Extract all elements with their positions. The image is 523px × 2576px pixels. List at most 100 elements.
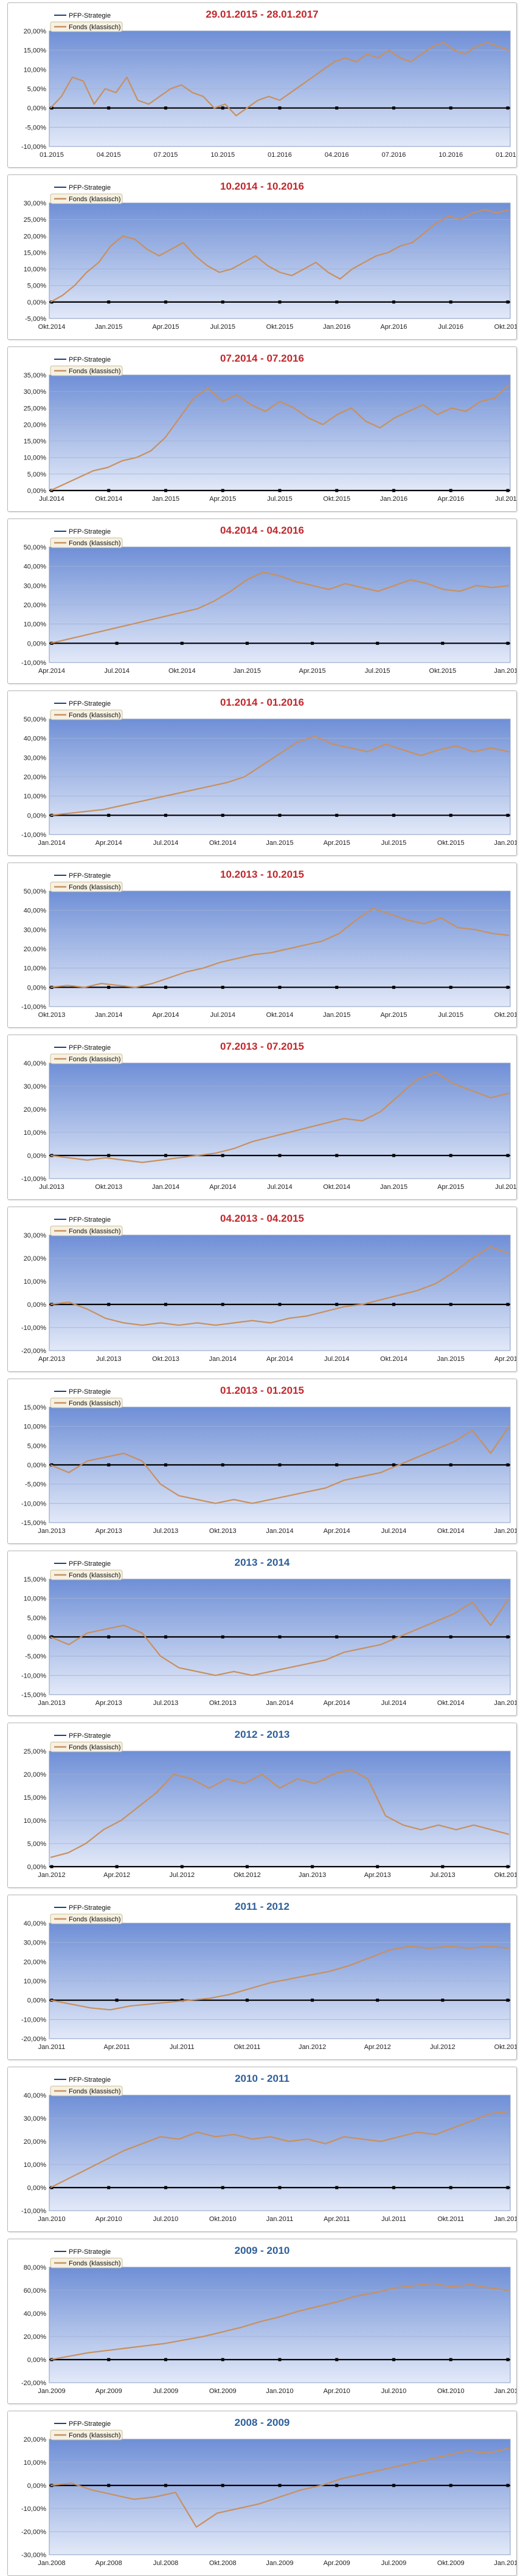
strategy-point [449, 106, 452, 110]
chart-panel: 10.2014 - 10.2016 30,00% 25,00% 20,00% 15,00… [7, 174, 517, 340]
y-tick-label: -30,00% [21, 2552, 46, 2559]
legend-fund-label: Fonds (klassisch) [69, 1916, 121, 1923]
x-tick-label: Jan.2012 [494, 2216, 516, 2223]
x-tick-label: Jan.2015 [437, 1355, 465, 1363]
legend-fund-label: Fonds (klassisch) [69, 1400, 121, 1407]
legend-fund-label: Fonds (klassisch) [69, 368, 121, 375]
y-tick-label: -20,00% [21, 1348, 46, 1355]
x-tick-label: Jul.2012 [430, 2044, 455, 2051]
y-tick-label: 10,00% [24, 2459, 47, 2467]
x-tick-label: Apr.2013 [364, 1872, 391, 1879]
legend-fund-label: Fonds (klassisch) [69, 24, 121, 31]
chart-panel: 04.2014 - 04.2016 50,00% 40,00% 30,00% 20,00… [7, 518, 517, 684]
x-tick-label: 04.2015 [97, 151, 121, 159]
y-tick-label: 0,00% [27, 640, 46, 647]
strategy-point [335, 813, 339, 817]
chart-panel: 01.2014 - 01.2016 50,00% 40,00% 30,00% 20,00… [7, 690, 517, 856]
legend-fund-label: Fonds (klassisch) [69, 2088, 121, 2095]
legend-fund-box [50, 2257, 123, 2268]
fund-line [50, 1945, 510, 2011]
x-tick-label: Jul.2009 [153, 2388, 179, 2395]
legend: PFP-Strategie Fonds (klassisch) [50, 528, 123, 548]
y-tick-label: 40,00% [24, 2092, 47, 2099]
x-tick-label: Jul.2013 [153, 1700, 179, 1707]
y-tick-label: 0,00% [27, 2185, 46, 2192]
strategy-point [164, 489, 167, 492]
x-tick-label: Jul.2014 [381, 1700, 407, 1707]
chart-title: 2011 - 2012 [235, 1901, 289, 1912]
chart-svg: 01.2013 - 01.2015 15,00% 10,00% 5,00% 0,00% -… [21, 1385, 516, 1535]
legend-fund-label: Fonds (klassisch) [69, 540, 121, 547]
y-tick-label: 40,00% [24, 1060, 47, 1067]
y-tick-label: -10,00% [21, 143, 46, 151]
x-tick-label: Okt.2014 [95, 495, 122, 503]
strategy-point [506, 300, 510, 304]
strategy-point [335, 489, 339, 492]
y-tick-label: 20,00% [24, 421, 47, 429]
chart-svg: 07.2014 - 07.2016 35,00% 30,00% 25,00% 20,00… [24, 353, 516, 503]
y-tick-label: -5,00% [25, 1481, 46, 1489]
strategy-point [107, 985, 111, 989]
strategy-point [506, 106, 510, 110]
x-tick-label: 04.2016 [325, 151, 349, 159]
strategy-point [164, 985, 167, 989]
x-tick-label: Apr.2012 [364, 2044, 391, 2051]
y-tick-label: 10,00% [24, 1596, 47, 1603]
strategy-point [115, 1865, 119, 1868]
y-tick-label: 30,00% [24, 1940, 47, 1947]
strategy-point [506, 985, 510, 989]
strategy-point [164, 2358, 167, 2361]
legend: PFP-Strategie Fonds (klassisch) [50, 2420, 123, 2440]
y-tick-label: 20,00% [24, 1255, 47, 1262]
fund-line [50, 735, 510, 816]
x-tick-label: Jul.2011 [170, 2044, 195, 2051]
strategy-point [221, 1463, 224, 1467]
chart-svg: 07.2013 - 07.2015 40,00% 30,00% 20,00% 10,00… [21, 1041, 516, 1191]
fund-line [50, 41, 510, 117]
y-tick-label: 20,00% [24, 1771, 47, 1779]
legend-fund-box [50, 2085, 123, 2096]
x-tick-label: 10.2015 [210, 151, 235, 159]
x-tick-label: Okt.2014 [437, 1700, 465, 1707]
strategy-point [107, 1635, 111, 1639]
chart-panel: 2012 - 2013 25,00% 20,00% 15,00% 10,00% 5,00%… [7, 1723, 517, 1888]
x-tick-label: Okt.2014 [209, 839, 237, 847]
strategy-point [441, 1999, 445, 2002]
strategy-point [392, 2484, 395, 2487]
legend: PFP-Strategie Fonds (klassisch) [50, 1904, 123, 1924]
strategy-point [335, 1635, 339, 1639]
strategy-point [449, 1154, 452, 1157]
legend-fund-box [50, 709, 123, 720]
strategy-point [221, 2358, 224, 2361]
x-tick-label: Jan.2015 [323, 1011, 350, 1019]
fund-line [50, 1072, 510, 1163]
y-tick-label: 0,00% [27, 2482, 46, 2490]
legend-strategy-label: PFP-Strategie [69, 1560, 111, 1568]
x-tick-label: Apr.2015 [324, 839, 350, 847]
strategy-point [311, 1999, 314, 2002]
legend-fund-label: Fonds (klassisch) [69, 2432, 121, 2439]
x-tick-label: Okt.2013 [38, 1011, 66, 1019]
x-tick-label: Jan.2015 [152, 495, 179, 503]
strategy-point [335, 2186, 339, 2189]
y-tick-label: -20,00% [21, 2036, 46, 2043]
legend: PFP-Strategie Fonds (klassisch) [50, 184, 123, 204]
y-tick-label: 10,00% [24, 2161, 47, 2169]
plot-area [49, 1751, 511, 1867]
legend-fund-box [50, 21, 123, 32]
y-tick-label: 20,00% [24, 233, 47, 240]
x-tick-label: Okt.2014 [437, 1527, 465, 1535]
chart-svg: 2012 - 2013 25,00% 20,00% 15,00% 10,00% 5,00%… [24, 1729, 516, 1879]
x-tick-label: Jul.2014 [324, 1355, 350, 1363]
strategy-point [245, 1865, 249, 1868]
x-tick-label: Apr.2013 [95, 1527, 122, 1535]
y-tick-label: 35,00% [24, 372, 47, 379]
legend-strategy-label: PFP-Strategie [69, 12, 111, 19]
y-tick-label: 20,00% [24, 2436, 47, 2443]
y-tick-label: 10,00% [24, 1978, 47, 1985]
strategy-point [392, 2358, 395, 2361]
strategy-point [392, 813, 395, 817]
plot-area [49, 1062, 511, 1179]
x-tick-label: Okt.2015 [437, 839, 465, 847]
strategy-point [278, 813, 282, 817]
